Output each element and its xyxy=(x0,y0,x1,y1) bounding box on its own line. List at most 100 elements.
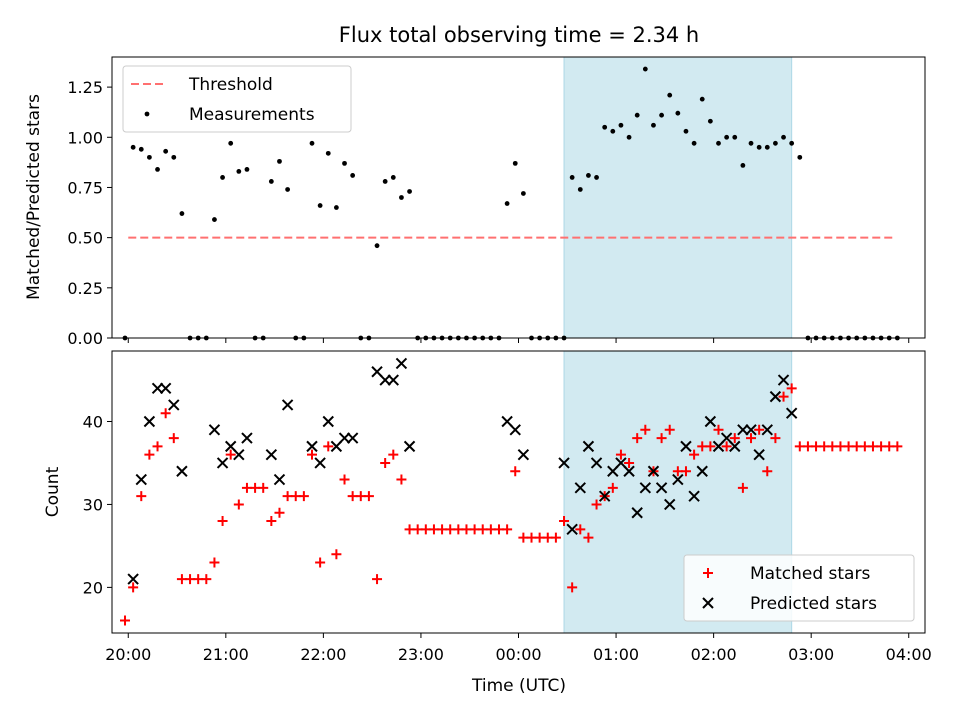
predicted-star-point xyxy=(737,424,749,436)
predicted-star-point xyxy=(672,473,684,486)
matched-star-point xyxy=(624,457,635,468)
matched-star-point xyxy=(607,482,618,493)
matched-star-point xyxy=(762,466,773,477)
matched-star-point xyxy=(713,424,724,435)
measurement-point xyxy=(155,167,160,172)
x-tick-label: 04:00 xyxy=(886,645,932,664)
measurement-point xyxy=(212,217,217,222)
x-tick-label: 00:00 xyxy=(495,645,541,664)
predicted-star-point xyxy=(753,448,765,461)
x-tick-label: 03:00 xyxy=(788,645,834,664)
matched-star-point xyxy=(664,424,675,435)
legend-measurement-marker xyxy=(144,111,150,117)
measurement-point xyxy=(773,140,778,146)
measurement-point xyxy=(602,124,608,130)
measurement-point xyxy=(732,134,738,140)
predicted-star-point xyxy=(631,507,643,519)
matched-star-point xyxy=(591,499,602,510)
predicted-star-point xyxy=(777,374,790,386)
measurement-point xyxy=(220,175,225,180)
x-tick-label: 22:00 xyxy=(300,645,346,664)
matched-star-point xyxy=(778,391,789,402)
matched-star-point xyxy=(323,441,334,452)
legend-label: Predicted stars xyxy=(750,594,877,614)
y-tick-label: 1.25 xyxy=(67,78,103,97)
measurement-point xyxy=(577,187,583,192)
matched-star-point xyxy=(372,574,383,585)
legend-label: Threshold xyxy=(188,75,273,95)
predicted-star-point xyxy=(655,482,668,494)
predicted-star-point xyxy=(127,573,139,585)
measurement-point xyxy=(268,179,274,184)
predicted-star-point xyxy=(639,482,652,494)
predicted-star-point xyxy=(216,457,229,469)
measurement-point xyxy=(382,179,388,184)
measurement-point xyxy=(277,158,282,164)
matched-star-point xyxy=(209,557,220,568)
matched-star-point xyxy=(274,507,285,518)
measurement-point xyxy=(634,112,640,118)
matched-star-point xyxy=(770,433,781,444)
matched-star-point xyxy=(680,466,691,477)
matched-star-point xyxy=(306,449,317,460)
predicted-star-point xyxy=(598,490,611,502)
x-tick-label: 02:00 xyxy=(691,645,737,664)
predicted-star-point xyxy=(273,473,286,486)
predicted-star-point xyxy=(281,399,294,411)
matched-star-point xyxy=(705,441,716,452)
matched-star-point xyxy=(380,457,391,468)
measurement-point xyxy=(683,128,689,134)
legend-label: Matched stars xyxy=(750,564,870,584)
measurement-point xyxy=(146,154,152,160)
predicted-star-point xyxy=(159,382,172,395)
measurement-point xyxy=(520,191,526,196)
measurement-point xyxy=(659,112,664,118)
matched-star-point xyxy=(746,433,757,444)
measurement-point xyxy=(138,146,144,152)
measurement-point xyxy=(399,195,404,200)
matched-star-point xyxy=(298,491,309,502)
predicted-star-point xyxy=(582,440,595,453)
y-tick-label: 20 xyxy=(83,578,103,597)
matched-star-point xyxy=(656,433,667,444)
top-panel: 0.00 0.25 0.50 0.75 1.00 1.25 Threshold Measure… xyxy=(67,56,926,348)
y-tick-label: 0.25 xyxy=(67,279,103,298)
highlight-span xyxy=(563,56,793,339)
measurement-point xyxy=(716,140,721,146)
measurement-point xyxy=(586,173,591,178)
bottom-panel: 20 30 40 20:00 21:00 22:00 23:00 00:00 01:00 02:0… xyxy=(83,350,932,664)
x-tick-label: 20:00 xyxy=(105,645,151,664)
matched-star-point xyxy=(754,424,765,435)
predicted-star-point xyxy=(233,448,245,461)
predicted-star-point xyxy=(168,399,180,411)
measurement-point xyxy=(797,154,803,160)
matched-star-point xyxy=(502,524,513,535)
measurement-point xyxy=(667,92,673,98)
predicted-star-point xyxy=(558,457,570,469)
x-tick-label: 21:00 xyxy=(203,645,249,664)
matched-star-point xyxy=(160,408,171,419)
measurement-point xyxy=(764,144,770,150)
matched-star-point xyxy=(689,449,700,460)
measurement-point xyxy=(171,154,177,160)
measurement-point xyxy=(618,122,624,128)
predicted-star-point xyxy=(265,448,278,461)
measurement-point xyxy=(651,122,656,128)
matched-star-point xyxy=(737,482,748,493)
legend-label: Measurements xyxy=(189,105,315,125)
y-tick-label: 40 xyxy=(83,413,103,432)
chart-title: Flux total observing time = 2.34 h xyxy=(339,23,699,47)
matched-star-point xyxy=(510,466,521,477)
measurement-point xyxy=(342,160,347,166)
measurement-point xyxy=(228,140,234,146)
predicted-star-point xyxy=(241,432,253,444)
matched-star-point xyxy=(550,532,561,543)
matched-star-point xyxy=(583,532,594,543)
matched-star-point xyxy=(721,441,732,452)
measurement-point xyxy=(325,150,331,156)
predicted-star-point xyxy=(509,424,521,436)
matched-star-point xyxy=(396,474,407,485)
matched-star-point xyxy=(315,557,326,568)
legend-predicted-marker xyxy=(702,597,714,609)
